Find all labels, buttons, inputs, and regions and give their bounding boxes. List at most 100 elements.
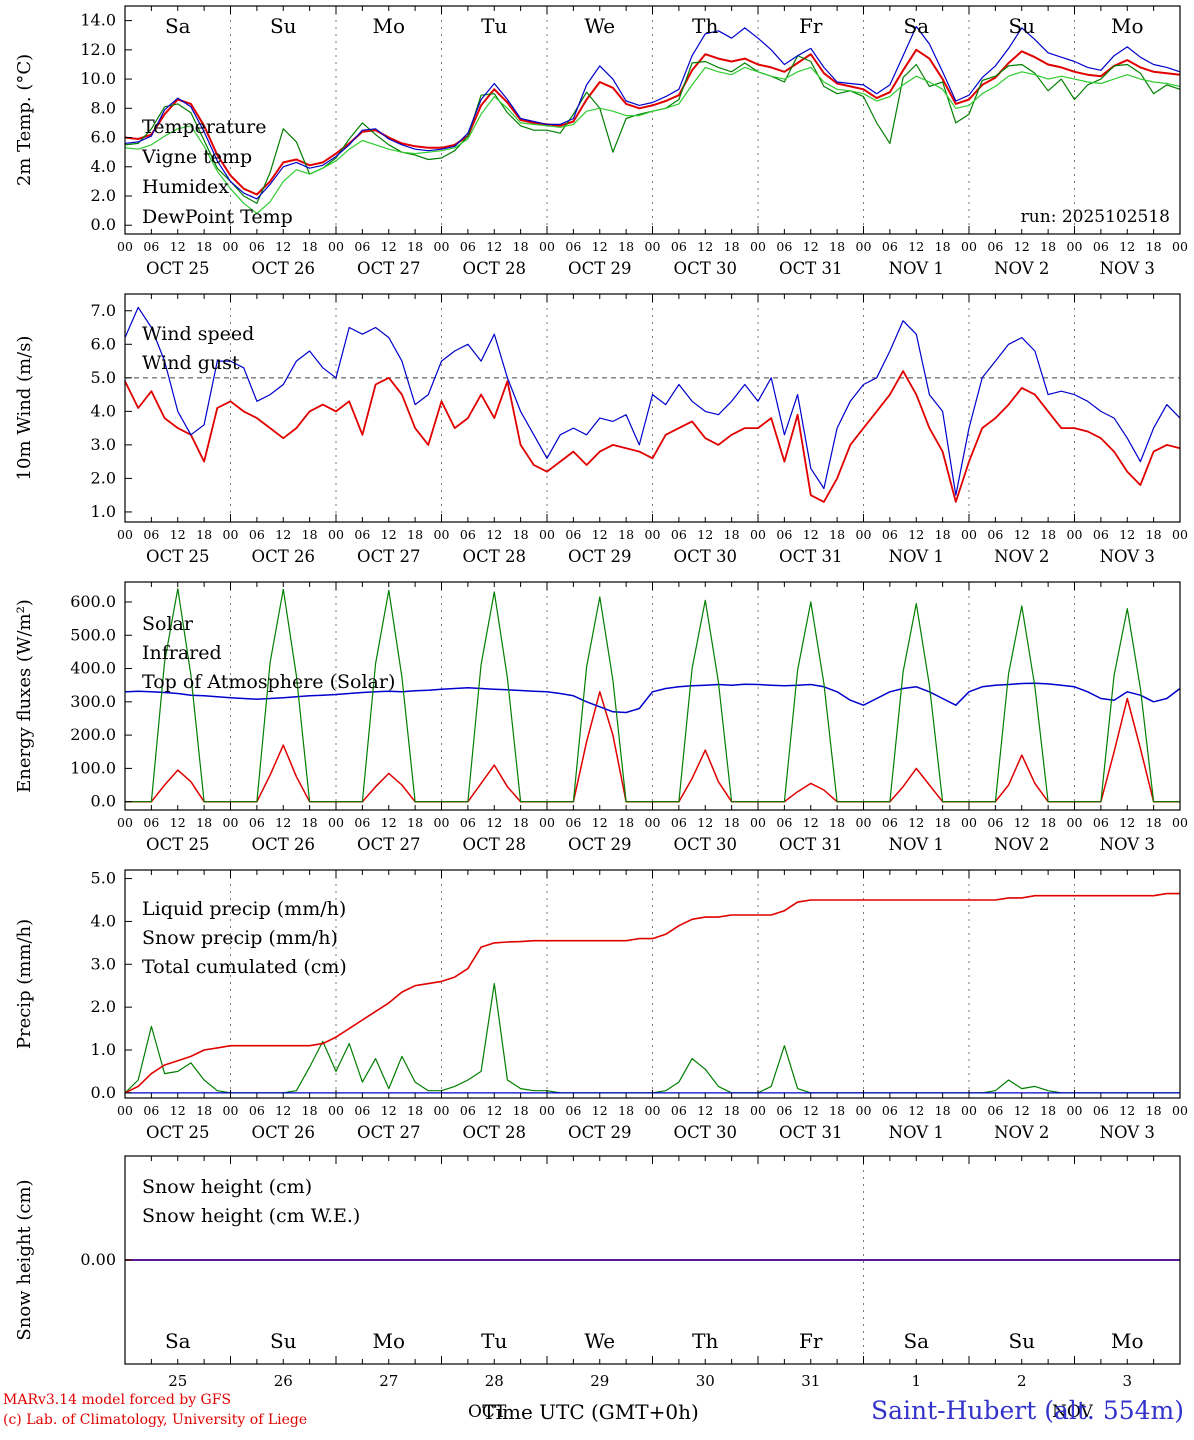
date-axis-label: OCT 26 — [252, 835, 315, 854]
month-label-oct: OCT — [468, 1402, 507, 1422]
hour-tick-label: 18 — [935, 527, 951, 542]
y-tick-label: 6.0 — [91, 334, 116, 353]
hour-tick-label: 18 — [196, 1103, 212, 1118]
hour-tick-label: 18 — [513, 1103, 529, 1118]
hour-tick-label: 00 — [1172, 815, 1188, 830]
hour-tick-label: 00 — [645, 239, 661, 254]
weekday-label: Su — [1008, 1329, 1035, 1353]
date-axis-label: OCT 25 — [146, 1123, 209, 1142]
weekday-label: We — [584, 1329, 615, 1353]
hour-tick-label: 06 — [143, 239, 159, 254]
hour-tick-label: 06 — [460, 815, 476, 830]
hour-tick-label: 06 — [354, 1103, 370, 1118]
date-axis-label: OCT 29 — [568, 259, 631, 278]
date-axis-label: OCT 27 — [357, 547, 420, 566]
hour-tick-label: 12 — [908, 1103, 924, 1118]
hour-tick-label: 00 — [117, 239, 133, 254]
hour-tick-label: 00 — [328, 815, 344, 830]
hour-tick-label: 06 — [354, 815, 370, 830]
y-tick-label: 1.0 — [91, 1040, 116, 1059]
y-tick-label: 2.0 — [91, 186, 116, 205]
weekday-label: Th — [692, 1329, 718, 1353]
date-axis-label: OCT 30 — [674, 259, 737, 278]
hour-tick-label: 18 — [1146, 239, 1162, 254]
hour-tick-label: 18 — [618, 1103, 634, 1118]
hour-tick-label: 18 — [1040, 1103, 1056, 1118]
weekday-label: Sa — [165, 14, 191, 38]
hour-tick-label: 18 — [196, 527, 212, 542]
hour-tick-label: 18 — [935, 815, 951, 830]
y-tick-label: 0.0 — [91, 792, 116, 811]
date-axis-label: NOV 2 — [994, 547, 1049, 566]
date-axis-label: NOV 1 — [889, 547, 944, 566]
hour-tick-label: 06 — [776, 1103, 792, 1118]
hour-tick-label: 00 — [1067, 815, 1083, 830]
y-tick-label: 1.0 — [91, 502, 116, 521]
y-tick-label: 12.0 — [80, 40, 116, 59]
legend-infrared: Infrared — [142, 642, 222, 664]
hour-tick-label: 06 — [143, 527, 159, 542]
hour-tick-label: 06 — [354, 239, 370, 254]
run-label: run: 2025102518 — [1021, 207, 1170, 227]
y-tick-label: 500.0 — [70, 625, 116, 644]
hour-tick-label: 00 — [1067, 527, 1083, 542]
hour-tick-label: 12 — [1014, 815, 1030, 830]
hour-tick-label: 06 — [460, 1103, 476, 1118]
wind-gust-line — [124, 306, 1181, 496]
y-tick-label: 4.0 — [91, 157, 116, 176]
hour-tick-label: 06 — [1093, 239, 1109, 254]
date-axis-label: OCT 31 — [779, 1123, 842, 1142]
date-axis-label: OCT 29 — [568, 835, 631, 854]
hour-tick-label: 00 — [750, 1103, 766, 1118]
weekday-label: Mo — [1111, 14, 1144, 38]
temperature-chart: 00 06 12 18 00 06 12 18 00 06 12 18 00 06 12 18 00 06 12 18… — [14, 5, 1188, 278]
hour-tick-label: 00 — [328, 239, 344, 254]
hour-tick-label: 06 — [249, 239, 265, 254]
infrared-line — [124, 682, 1181, 714]
hour-tick-label: 06 — [565, 527, 581, 542]
y-tick-label: 2.0 — [91, 468, 116, 487]
weekday-label: Su — [270, 1329, 297, 1353]
hour-tick-label: 00 — [961, 1103, 977, 1118]
hour-tick-label: 18 — [407, 527, 423, 542]
hour-tick-label: 12 — [1014, 239, 1030, 254]
hour-tick-label: 00 — [434, 1103, 450, 1118]
hour-tick-label: 00 — [539, 815, 555, 830]
date-axis-label: NOV 1 — [889, 259, 944, 278]
weekday-label: Mo — [372, 1329, 405, 1353]
weekday-label: Sa — [165, 1329, 191, 1353]
hour-tick-label: 00 — [1172, 527, 1188, 542]
hour-tick-label: 12 — [275, 239, 291, 254]
legend-wind-speed: Wind speed — [142, 323, 254, 345]
weekday-label: Su — [1008, 14, 1035, 38]
hour-tick-label: 18 — [618, 815, 634, 830]
hour-tick-label: 06 — [671, 527, 687, 542]
date-number-label: 30 — [696, 1372, 715, 1390]
hour-tick-label: 06 — [1093, 527, 1109, 542]
hour-tick-label: 00 — [856, 1103, 872, 1118]
hour-tick-label: 00 — [434, 527, 450, 542]
y-axis-title: Precip (mm/h) — [14, 919, 35, 1049]
hour-tick-label: 12 — [908, 527, 924, 542]
hour-tick-label: 06 — [987, 239, 1003, 254]
hour-tick-label: 00 — [117, 815, 133, 830]
legend-snow-precip-mm-h: Snow precip (mm/h) — [142, 927, 338, 949]
hour-tick-label: 06 — [565, 815, 581, 830]
hour-tick-label: 00 — [539, 1103, 555, 1118]
hour-tick-label: 00 — [434, 239, 450, 254]
hour-tick-label: 12 — [592, 239, 608, 254]
weekday-label: Mo — [1111, 1329, 1144, 1353]
date-axis-label: OCT 31 — [779, 835, 842, 854]
copyright-text: (c) Lab. of Climatology, University of L… — [3, 1412, 308, 1428]
legend-liquid-precip-mm-h: Liquid precip (mm/h) — [142, 898, 346, 920]
date-number-label: 28 — [485, 1372, 504, 1390]
hour-tick-label: 18 — [513, 527, 529, 542]
hour-tick-label: 00 — [223, 1103, 239, 1118]
date-axis-label: OCT 26 — [252, 259, 315, 278]
hour-tick-label: 12 — [697, 815, 713, 830]
hour-tick-label: 00 — [1172, 1103, 1188, 1118]
weekday-label: Th — [692, 14, 718, 38]
hour-tick-label: 00 — [856, 527, 872, 542]
hour-tick-label: 12 — [1119, 527, 1135, 542]
hour-tick-label: 00 — [961, 239, 977, 254]
